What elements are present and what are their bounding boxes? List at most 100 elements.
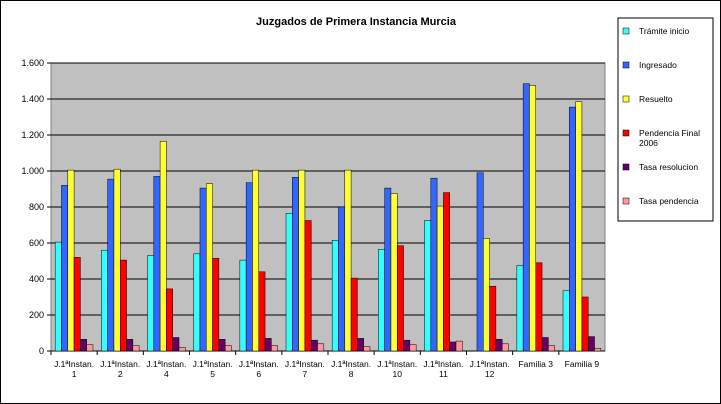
bar xyxy=(67,169,75,352)
bar xyxy=(193,253,201,352)
bar xyxy=(107,178,115,352)
bar xyxy=(271,345,278,352)
bar xyxy=(350,277,358,352)
bar xyxy=(357,338,364,352)
y-tick-label: 800 xyxy=(28,202,44,212)
bar xyxy=(483,238,490,352)
bar xyxy=(317,343,325,352)
bar xyxy=(113,168,121,352)
bar xyxy=(172,337,180,352)
x-tick-label: J.1ªInstan. 8 xyxy=(331,359,372,379)
x-tick-label: J.1ªInstan. 4 xyxy=(146,359,187,379)
bar xyxy=(218,339,226,352)
bar xyxy=(581,296,589,352)
y-tick-label: 0 xyxy=(38,346,44,356)
bar xyxy=(501,343,509,352)
y-tick-label: 1.000 xyxy=(21,166,44,176)
bar xyxy=(338,206,346,352)
bar xyxy=(245,182,253,352)
bar xyxy=(264,338,272,352)
bar xyxy=(258,271,266,352)
bar xyxy=(292,177,299,352)
legend-label: Trámite inicio xyxy=(639,26,690,36)
x-tick-label: J.1ªInstan. 6 xyxy=(238,359,279,379)
y-tick-label: 600 xyxy=(28,238,44,248)
bar xyxy=(363,346,371,352)
bar xyxy=(120,259,127,352)
bar xyxy=(239,259,247,352)
bar xyxy=(86,344,94,352)
bar xyxy=(101,249,108,352)
legend-swatch xyxy=(622,95,630,103)
x-tick-label: Familia 3 xyxy=(518,359,553,369)
bar xyxy=(252,169,259,352)
x-tick-label: J.1ªInstan. 12 xyxy=(469,359,510,379)
bar xyxy=(548,345,555,352)
bar xyxy=(298,169,306,352)
bar xyxy=(132,345,140,352)
bar xyxy=(61,185,69,352)
x-tick-label: J.1ªInstan. 7 xyxy=(284,359,325,379)
bar xyxy=(166,288,173,352)
legend-label: Ingresado xyxy=(639,60,677,70)
bar xyxy=(522,83,530,352)
bar xyxy=(587,336,595,352)
bar xyxy=(569,106,576,352)
bar xyxy=(443,192,450,352)
bar xyxy=(285,213,293,352)
bar xyxy=(199,187,207,352)
legend-swatch xyxy=(622,27,630,35)
bar xyxy=(535,262,543,352)
bar xyxy=(126,339,134,352)
x-tick-label: J.1ªInstan. 2 xyxy=(100,359,141,379)
legend-swatch xyxy=(622,197,630,205)
bar xyxy=(430,177,438,352)
bar xyxy=(344,169,352,352)
legend-swatch xyxy=(622,163,630,171)
bar xyxy=(159,141,167,352)
bar xyxy=(73,257,81,352)
y-tick-label: 400 xyxy=(28,274,44,284)
bar xyxy=(310,339,318,352)
legend-swatch xyxy=(622,61,630,69)
bar xyxy=(304,220,312,352)
y-tick-label: 1.200 xyxy=(21,130,44,140)
legend-label: Resuelto xyxy=(639,94,673,104)
x-tick-label: J.1ªInstan. 1 xyxy=(54,359,95,379)
x-tick-label: J.1ªInstan. 5 xyxy=(192,359,233,379)
bar xyxy=(384,187,392,352)
x-tick-label: J.1ªInstan. 11 xyxy=(423,359,464,379)
bar xyxy=(529,85,537,352)
legend-label: Pendencia Final 2006 xyxy=(639,128,700,148)
y-tick-label: 1.400 xyxy=(21,94,44,104)
bar xyxy=(224,345,232,352)
y-tick-label: 1.600 xyxy=(21,58,44,68)
legend-box xyxy=(617,17,714,222)
bar xyxy=(409,344,417,352)
bar xyxy=(516,265,524,352)
bar xyxy=(54,241,62,352)
bar xyxy=(390,193,398,352)
bar xyxy=(562,290,570,352)
x-tick-label: J.1ªInstan. 10 xyxy=(377,359,418,379)
bar xyxy=(455,340,463,352)
x-tick-label: Familia 9 xyxy=(564,359,600,369)
legend-label: Tasa resolucion xyxy=(639,162,699,172)
y-tick-label: 200 xyxy=(28,310,44,320)
bar xyxy=(403,339,411,352)
bar xyxy=(449,341,457,352)
chart-title: Juzgados de Primera Instancia Murcia xyxy=(256,16,456,28)
bar xyxy=(378,249,385,352)
bar xyxy=(541,337,549,352)
bar xyxy=(178,347,186,352)
legend-label: Tasa pendencia xyxy=(639,196,699,206)
bar xyxy=(212,258,220,352)
bar xyxy=(424,220,432,352)
bar xyxy=(594,348,602,352)
bar xyxy=(397,245,404,352)
legend-swatch xyxy=(622,129,630,137)
bar xyxy=(80,339,87,352)
bar xyxy=(206,183,213,352)
